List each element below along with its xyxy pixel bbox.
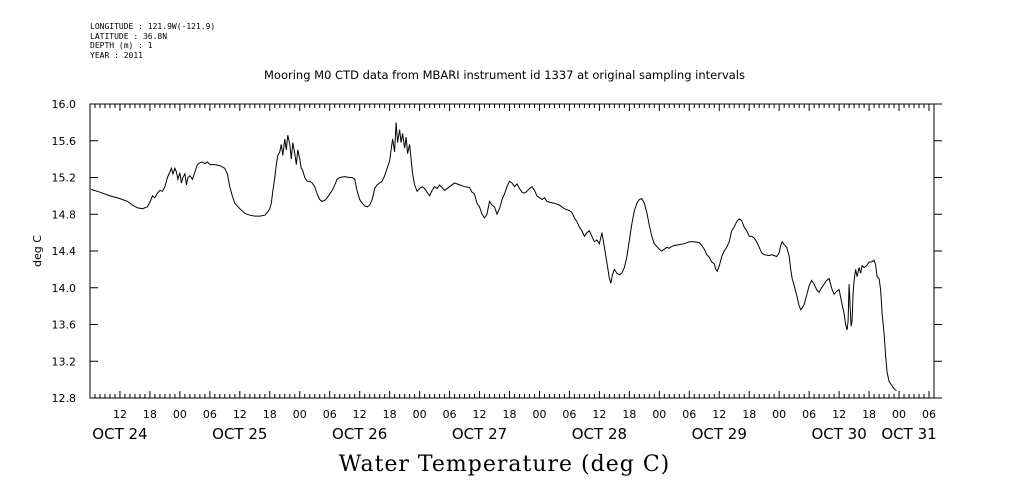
x-tick-label: 18: [622, 408, 636, 421]
day-label: OCT 29: [692, 425, 747, 443]
x-tick-label: 18: [503, 408, 517, 421]
y-tick-label: 14.8: [52, 208, 77, 221]
y-tick-label: 14.4: [52, 245, 77, 258]
x-tick-label: 00: [413, 408, 427, 421]
x-tick-label: 06: [203, 408, 217, 421]
day-label: OCT 30: [811, 425, 866, 443]
x-tick-label: 06: [682, 408, 696, 421]
day-label: OCT 28: [572, 425, 627, 443]
x-tick-label: 00: [772, 408, 786, 421]
year-text: YEAR : 2011: [90, 50, 143, 60]
x-tick-label: 12: [473, 408, 487, 421]
x-tick-label: 12: [592, 408, 606, 421]
y-tick-label: 13.2: [52, 355, 77, 368]
x-tick-label: 00: [892, 408, 906, 421]
y-tick-labels: 12.8 13.2 13.6 14.0 14.4 14.8 15.2 15.6 16.0: [52, 98, 77, 405]
x-tick-label: 18: [143, 408, 157, 421]
x-tick-label: 18: [862, 408, 876, 421]
series-line: [90, 122, 897, 392]
x-tick-label: 06: [562, 408, 576, 421]
x-tick-label: 18: [383, 408, 397, 421]
x-tick-label: 06: [922, 408, 936, 421]
x-tick-label: 12: [712, 408, 726, 421]
x-tick-label: 00: [173, 408, 187, 421]
x-tick-label: 18: [742, 408, 756, 421]
x-tick-labels: 12 18 00 06 12 18 00 06 12 18 00 06 12 18 00 06 12 18 00 06…: [113, 408, 936, 421]
day-label: OCT 26: [332, 425, 387, 443]
x-tick-label: 06: [443, 408, 457, 421]
x-tick-label: 12: [233, 408, 247, 421]
x-tick-label: 12: [113, 408, 127, 421]
tick-marks: [89, 103, 942, 399]
x-tick-label: 00: [532, 408, 546, 421]
x-tick-label: 06: [323, 408, 337, 421]
plot-frame: [89, 103, 935, 399]
day-label: OCT 31: [881, 425, 936, 443]
day-label: OCT 27: [452, 425, 507, 443]
latitude-text: LATITUDE : 36.8N: [90, 31, 168, 41]
depth-text: DEPTH (m) : 1: [90, 41, 153, 50]
variable-title: Water Temperature (deg C): [338, 452, 671, 477]
longitude-text: LONGITUDE : 121.9W(-121.9): [90, 22, 216, 31]
day-label: OCT 25: [212, 425, 267, 443]
day-labels: OCT 24 OCT 25 OCT 26 OCT 27 OCT 28 OCT 29 OCT …: [92, 425, 936, 443]
chart-title: Mooring M0 CTD data from MBARI instrumen…: [264, 68, 745, 82]
y-tick-label: 15.2: [52, 172, 77, 185]
x-tick-label: 18: [263, 408, 277, 421]
x-tick-label: 00: [652, 408, 666, 421]
x-tick-label: 00: [293, 408, 307, 421]
x-tick-label: 06: [802, 408, 816, 421]
x-tick-label: 12: [832, 408, 846, 421]
day-label: OCT 24: [92, 425, 147, 443]
metadata-header: LONGITUDE : 121.9W(-121.9) LATITUDE : 36…: [90, 22, 215, 60]
y-tick-label: 12.8: [52, 392, 77, 405]
y-tick-label: 13.6: [52, 319, 77, 332]
y-tick-label: 16.0: [52, 98, 77, 111]
y-tick-label: 14.0: [52, 282, 77, 295]
x-tick-label: 12: [353, 408, 367, 421]
y-axis-label: deg C: [31, 235, 44, 267]
y-tick-label: 15.6: [52, 135, 77, 148]
